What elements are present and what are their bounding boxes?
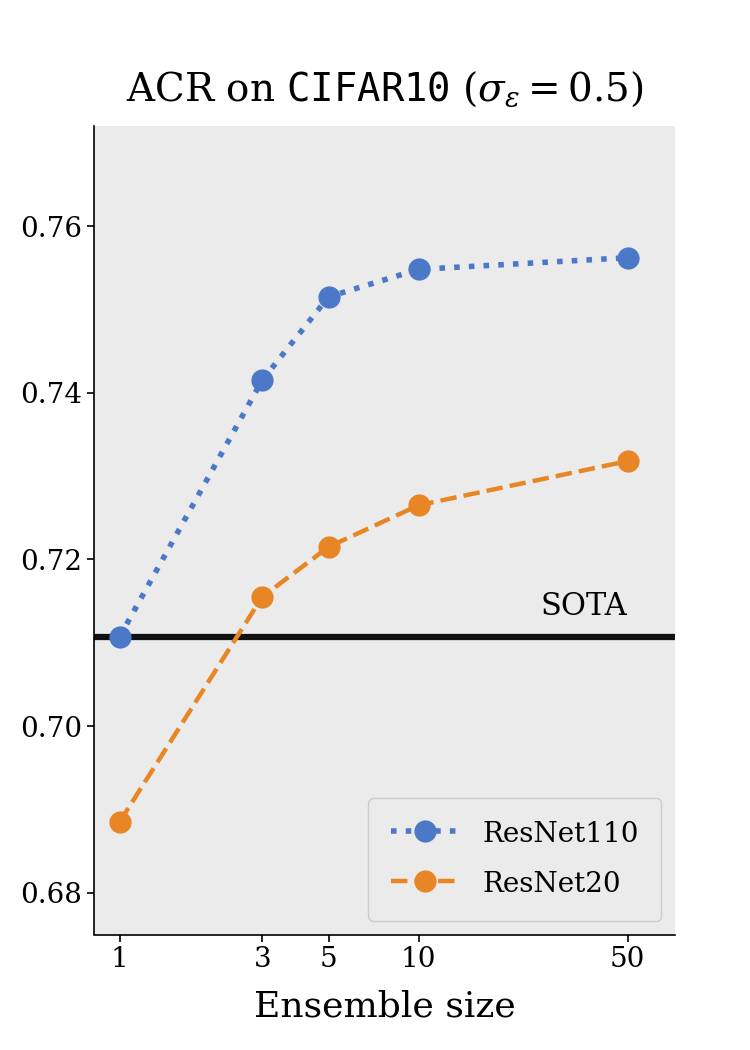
X-axis label: Ensemble size: Ensemble size xyxy=(254,990,515,1024)
Legend: ResNet110, ResNet20: ResNet110, ResNet20 xyxy=(368,798,661,921)
Title: ACR on $\mathtt{CIFAR10}$ ($\sigma_\epsilon = 0.5$): ACR on $\mathtt{CIFAR10}$ ($\sigma_\epsi… xyxy=(126,70,643,109)
Text: SOTA: SOTA xyxy=(541,591,628,622)
